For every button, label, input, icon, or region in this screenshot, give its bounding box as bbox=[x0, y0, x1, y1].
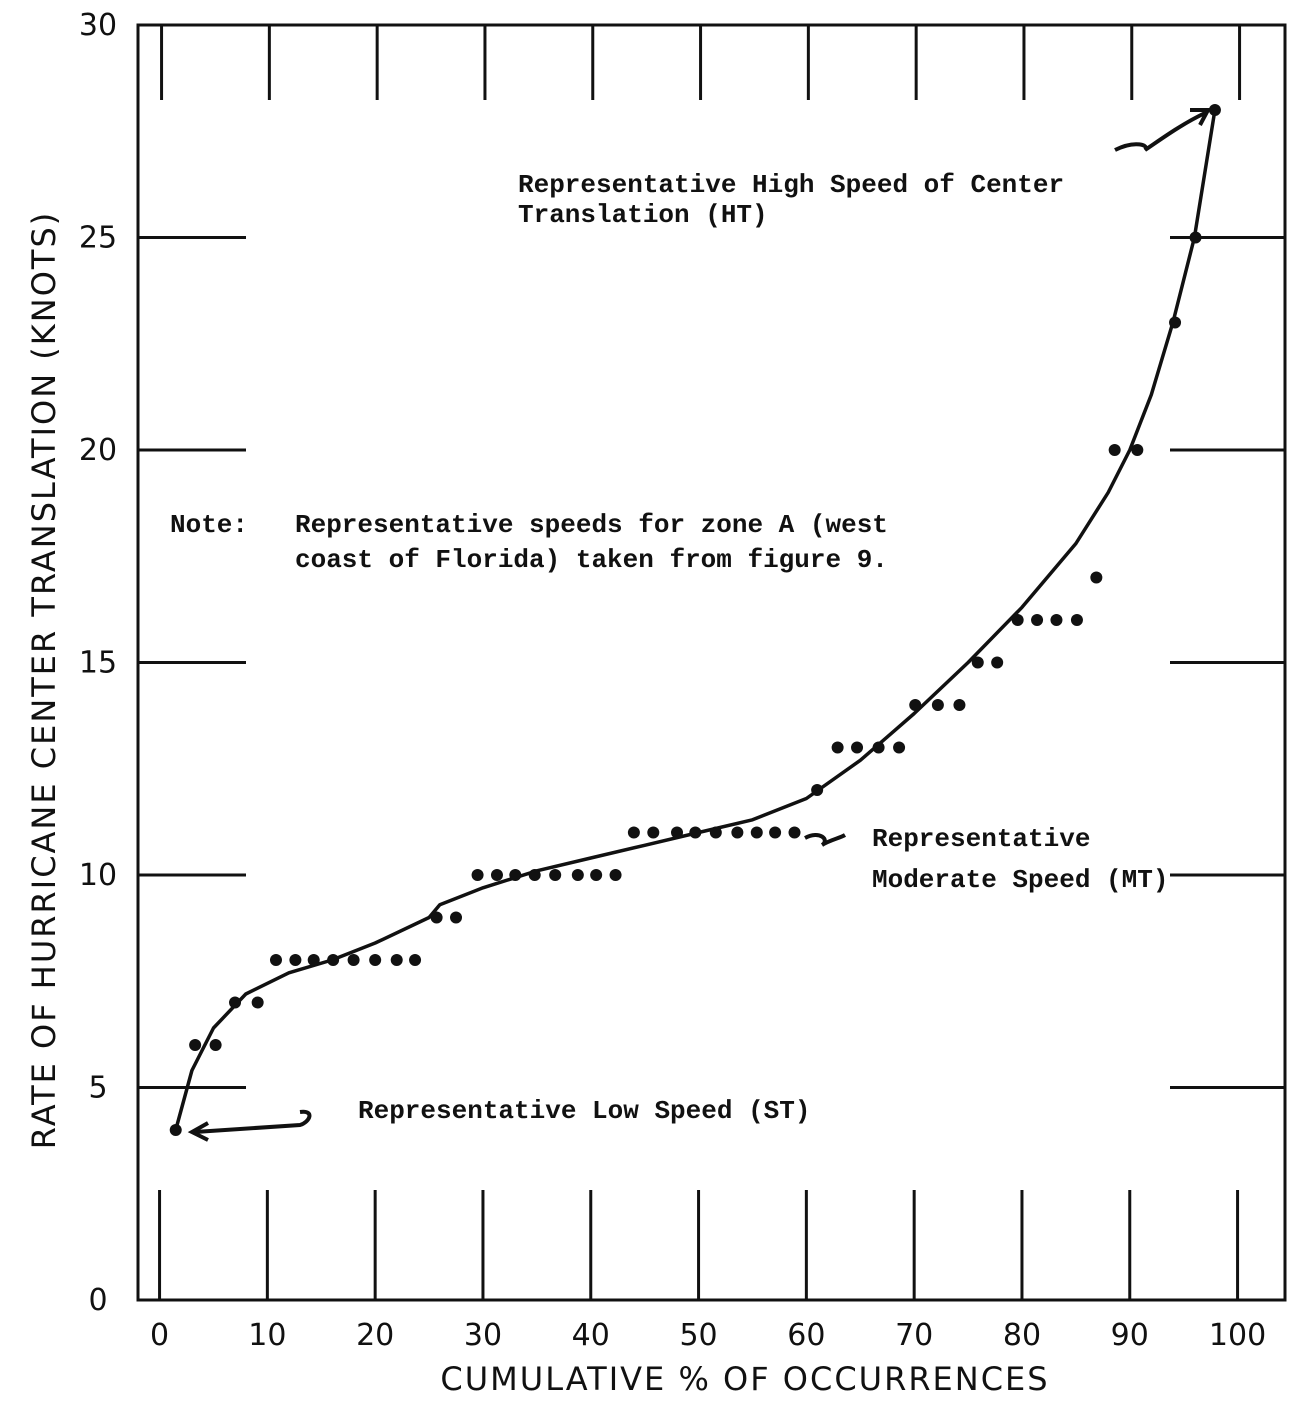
annotation: Translation (HT) bbox=[518, 200, 768, 230]
point bbox=[1011, 614, 1024, 626]
point bbox=[430, 911, 443, 924]
point bbox=[750, 826, 763, 839]
x-tick-label: 0 bbox=[150, 1318, 169, 1353]
point bbox=[788, 826, 801, 839]
x-tick-label: 30 bbox=[464, 1318, 502, 1353]
point bbox=[409, 954, 422, 966]
point bbox=[627, 826, 640, 839]
point bbox=[1189, 231, 1202, 244]
point bbox=[471, 869, 484, 881]
point bbox=[1050, 614, 1063, 626]
annotation: Representative speeds for zone A (west bbox=[295, 510, 888, 540]
point bbox=[1131, 444, 1144, 456]
point bbox=[490, 869, 503, 881]
point bbox=[851, 741, 864, 754]
y-tick-label: 15 bbox=[79, 646, 117, 681]
point bbox=[671, 826, 684, 839]
point bbox=[590, 869, 603, 881]
point bbox=[953, 699, 966, 711]
y-tick-label: 25 bbox=[79, 221, 117, 256]
y-tick-label: 30 bbox=[79, 8, 117, 43]
point bbox=[1070, 614, 1083, 626]
arrow bbox=[804, 833, 847, 847]
point bbox=[831, 741, 844, 754]
x-tick-label: 20 bbox=[356, 1318, 394, 1353]
point bbox=[347, 954, 360, 966]
annotation: coast of Florida) taken from figure 9. bbox=[295, 545, 888, 575]
point bbox=[289, 954, 302, 966]
point bbox=[647, 826, 660, 839]
x-tick-label: 70 bbox=[895, 1318, 933, 1353]
arrow bbox=[1114, 111, 1206, 152]
point bbox=[909, 699, 922, 711]
point bbox=[991, 656, 1004, 669]
annotation: Representative High Speed of Center bbox=[518, 170, 1064, 200]
annotation: Representative Low Speed (ST) bbox=[358, 1096, 810, 1126]
x-tick-label: 50 bbox=[679, 1318, 717, 1353]
annotation: Note: bbox=[170, 510, 248, 540]
point bbox=[169, 1124, 182, 1136]
x-tick-label: 60 bbox=[787, 1318, 825, 1353]
point bbox=[1169, 316, 1182, 329]
point bbox=[609, 869, 622, 881]
point bbox=[327, 954, 340, 966]
y-tick-label: 20 bbox=[79, 433, 117, 468]
point bbox=[269, 954, 282, 966]
point bbox=[528, 869, 541, 881]
point bbox=[229, 996, 242, 1009]
point bbox=[709, 826, 722, 839]
point bbox=[1108, 444, 1121, 456]
arrows bbox=[187, 108, 1212, 1142]
point bbox=[251, 996, 264, 1009]
point bbox=[931, 699, 944, 711]
point bbox=[872, 741, 885, 754]
point bbox=[571, 869, 584, 881]
point bbox=[1031, 614, 1044, 626]
y-axis-label: RATE OF HURRICANE CENTER TRANSLATION (KN… bbox=[25, 211, 63, 1149]
point bbox=[549, 869, 562, 881]
point bbox=[509, 869, 522, 881]
point bbox=[390, 954, 403, 966]
point bbox=[307, 954, 320, 966]
arrow-head bbox=[187, 1121, 209, 1142]
point bbox=[689, 826, 702, 839]
point bbox=[971, 656, 984, 669]
point bbox=[369, 954, 382, 966]
x-tick-label: 10 bbox=[248, 1318, 286, 1353]
annotation: Moderate Speed (MT) bbox=[872, 865, 1168, 895]
point bbox=[1208, 104, 1221, 116]
x-tick-label: 40 bbox=[572, 1318, 610, 1353]
arrow bbox=[194, 1109, 312, 1134]
point bbox=[189, 1039, 202, 1051]
point bbox=[209, 1039, 222, 1051]
x-tick-label: 100 bbox=[1209, 1318, 1266, 1353]
point bbox=[450, 911, 463, 924]
point bbox=[731, 826, 744, 839]
x-tick-label: 90 bbox=[1111, 1318, 1149, 1353]
y-tick-label: 10 bbox=[79, 858, 117, 893]
arrow-head bbox=[1190, 108, 1212, 126]
point bbox=[811, 784, 824, 796]
y-tick-label: 5 bbox=[88, 1071, 107, 1106]
annotation: Representative bbox=[872, 824, 1090, 854]
point bbox=[893, 741, 906, 754]
point bbox=[1090, 571, 1103, 584]
point bbox=[769, 826, 782, 839]
x-axis-label: CUMULATIVE % OF OCCURRENCES bbox=[440, 1360, 1049, 1398]
y-tick-label: 0 bbox=[88, 1283, 107, 1318]
x-tick-label: 80 bbox=[1003, 1318, 1041, 1353]
